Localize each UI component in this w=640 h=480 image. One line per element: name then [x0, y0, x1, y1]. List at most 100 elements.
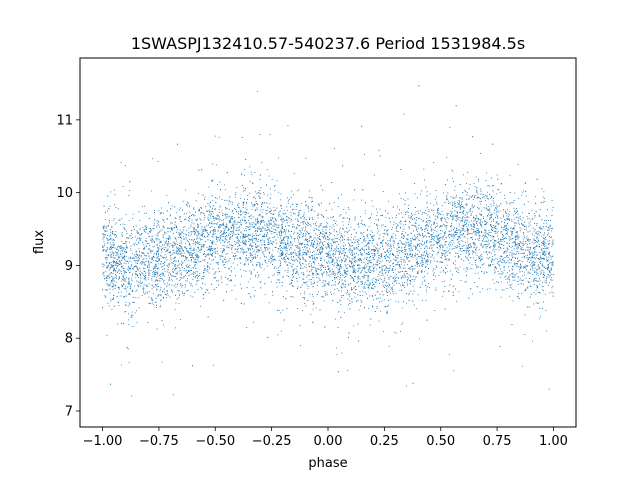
data-point [496, 193, 498, 195]
data-point [320, 241, 322, 243]
data-point [266, 233, 268, 235]
data-point [459, 266, 461, 268]
data-point [189, 282, 190, 284]
data-point [369, 251, 371, 253]
data-point [416, 234, 418, 236]
data-point [242, 251, 244, 253]
data-point [131, 233, 132, 234]
data-point [454, 231, 455, 233]
data-point [230, 266, 232, 268]
data-point [324, 235, 325, 236]
data-point [122, 265, 124, 267]
data-point [378, 255, 380, 256]
data-point [297, 220, 299, 222]
data-point [495, 257, 497, 259]
data-point [290, 263, 292, 265]
data-point [190, 295, 192, 297]
data-point [446, 251, 448, 253]
data-point [385, 229, 387, 231]
data-point [489, 198, 491, 199]
data-point [180, 319, 181, 321]
data-point [247, 212, 249, 214]
data-point [475, 249, 477, 251]
data-point [437, 225, 438, 227]
data-point [175, 286, 177, 288]
data-point [307, 222, 308, 224]
data-point [409, 243, 411, 245]
data-point [510, 273, 512, 274]
data-point [416, 229, 418, 231]
data-point [530, 260, 532, 261]
data-point [509, 202, 511, 204]
data-point [110, 238, 112, 240]
data-point [402, 231, 404, 232]
data-point [152, 158, 154, 160]
data-point [253, 250, 255, 252]
data-point [343, 217, 345, 219]
data-point [535, 289, 537, 291]
data-point [521, 261, 523, 262]
data-point [347, 230, 349, 232]
data-point [107, 210, 108, 212]
data-point [169, 243, 171, 244]
data-point [269, 217, 271, 219]
data-point [155, 301, 157, 303]
data-point [537, 272, 539, 274]
data-point [316, 225, 317, 227]
data-point [202, 276, 204, 277]
data-point [525, 277, 527, 279]
data-point [386, 244, 388, 245]
data-point [354, 217, 356, 219]
data-point [449, 242, 451, 244]
data-point [474, 234, 476, 236]
data-point [476, 246, 478, 248]
data-point [299, 234, 300, 235]
data-point [487, 232, 489, 234]
data-point [487, 206, 489, 207]
data-point [324, 241, 326, 242]
data-point [336, 246, 338, 248]
data-point [397, 224, 399, 226]
data-point [208, 292, 210, 294]
data-point [528, 212, 530, 214]
data-point [542, 252, 544, 254]
data-point [307, 225, 309, 226]
data-point [472, 293, 473, 295]
data-point [366, 234, 368, 236]
data-point [542, 266, 544, 268]
data-point [304, 293, 305, 295]
data-point [255, 244, 256, 246]
data-point [143, 258, 145, 260]
data-point [278, 267, 280, 269]
data-point [427, 229, 428, 231]
data-point [155, 274, 156, 275]
data-point [403, 235, 405, 237]
data-point [413, 280, 415, 282]
data-point [497, 215, 499, 217]
data-point [148, 236, 150, 237]
data-point [424, 271, 426, 273]
data-point [529, 249, 531, 251]
data-point [310, 314, 312, 316]
data-point [530, 221, 532, 223]
data-point [475, 227, 477, 229]
data-point [390, 243, 391, 245]
data-point [529, 273, 531, 275]
data-point [219, 255, 221, 256]
data-point [130, 248, 132, 250]
data-point [319, 205, 320, 207]
data-point [473, 216, 475, 218]
data-point [526, 269, 527, 271]
data-point [251, 174, 253, 176]
data-point [443, 238, 445, 240]
data-point [436, 236, 438, 237]
data-point [286, 219, 288, 221]
data-point [551, 291, 553, 293]
data-point [264, 236, 266, 238]
data-point [354, 262, 356, 264]
data-point [522, 275, 523, 277]
data-point [210, 212, 212, 214]
data-point [371, 249, 373, 250]
data-point [539, 261, 541, 263]
data-point [182, 200, 184, 202]
